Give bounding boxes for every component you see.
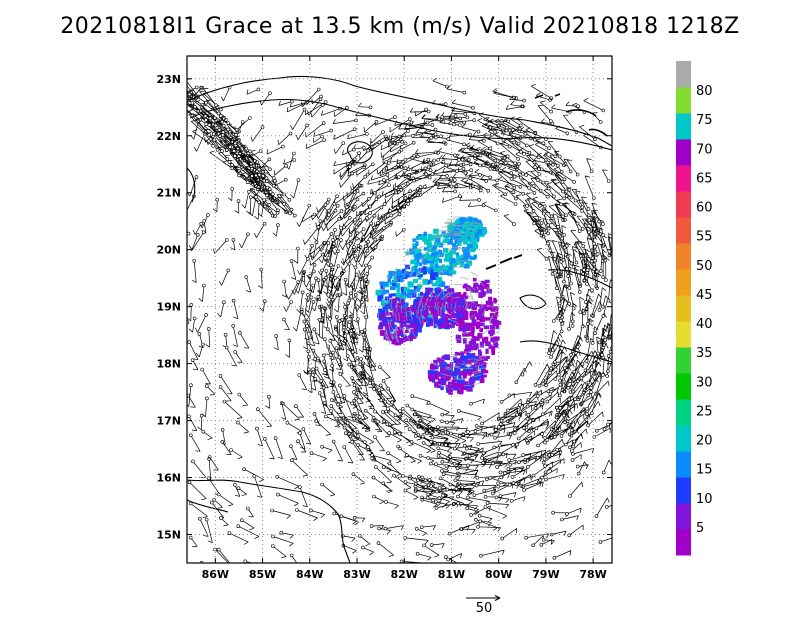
map-title: 20210818I1 Grace at 13.5 km (m/s) Valid … <box>60 14 740 39</box>
colorbar-label: 45 <box>696 288 713 303</box>
colorbar-swatch <box>676 139 691 166</box>
colorbar-label: 80 <box>696 84 713 99</box>
lon-tick-label: 78W <box>579 568 606 581</box>
colorbar-swatch <box>676 113 691 140</box>
colorbar-label: 75 <box>696 113 713 128</box>
lat-tick-label: 16N <box>156 472 181 485</box>
lon-tick-label: 81W <box>438 568 465 581</box>
colorbar-label: 15 <box>696 463 713 478</box>
colorbar-swatch <box>676 477 691 504</box>
colorbar-label: 65 <box>696 171 713 186</box>
lon-tick-label: 80W <box>485 568 512 581</box>
colorbar-swatch <box>676 503 691 530</box>
reference-vector-label: 50 <box>476 601 493 616</box>
lon-tick-label: 84W <box>296 568 323 581</box>
colorbar-swatch <box>676 451 691 478</box>
lon-tick-label: 79W <box>532 568 559 581</box>
colorbar-label: 60 <box>696 201 713 216</box>
colorbar-swatch <box>676 347 691 374</box>
map-frame <box>186 55 613 564</box>
colorbar-label: 55 <box>696 230 713 245</box>
colorbar-label: 20 <box>696 434 713 449</box>
lat-tick-label: 19N <box>156 301 181 314</box>
lat-tick-label: 21N <box>156 187 181 200</box>
lat-tick-label: 17N <box>156 415 181 428</box>
colorbar-swatch <box>676 295 691 322</box>
reference-vector: 50 <box>466 595 501 616</box>
colorbar-swatch <box>676 425 691 452</box>
colorbar-label: 5 <box>696 521 704 536</box>
colorbar-swatch <box>676 269 691 296</box>
colorbar-swatch <box>676 399 691 426</box>
lat-tick-label: 15N <box>156 529 181 542</box>
colorbar-label: 40 <box>696 317 713 332</box>
colorbar-label: 70 <box>696 142 713 157</box>
axis-ticks: 86W 85W 84W 83W 82W 81W 80W 79W 78W 23N 22N 21N 20N 1… <box>156 56 612 581</box>
lon-tick-label: 85W <box>249 568 276 581</box>
lat-tick-label: 22N <box>156 130 181 143</box>
colorbar-swatch <box>676 321 691 348</box>
colorbar-swatch <box>676 165 691 192</box>
colorbar-label: 10 <box>696 492 713 507</box>
lon-tick-label: 82W <box>390 568 417 581</box>
colorbar-swatch <box>676 191 691 218</box>
colorbar-swatch <box>676 243 691 270</box>
colorbar-swatch <box>676 87 691 114</box>
lat-tick-label: 18N <box>156 358 181 371</box>
lat-tick-label: 23N <box>156 73 181 86</box>
colorbar-swatch <box>676 61 691 88</box>
colorbar-label: 30 <box>696 375 713 390</box>
lat-lon-grid <box>187 56 612 563</box>
colorbar-label: 25 <box>696 405 713 420</box>
colorbar-swatch <box>676 529 691 556</box>
lat-tick-label: 20N <box>156 244 181 257</box>
colorbar-swatch <box>676 217 691 244</box>
colorbar-label: 50 <box>696 259 713 274</box>
colorbar-label: 35 <box>696 346 713 361</box>
lon-tick-label: 83W <box>343 568 370 581</box>
colorbar-swatch <box>676 373 691 400</box>
lon-tick-label: 86W <box>202 568 229 581</box>
